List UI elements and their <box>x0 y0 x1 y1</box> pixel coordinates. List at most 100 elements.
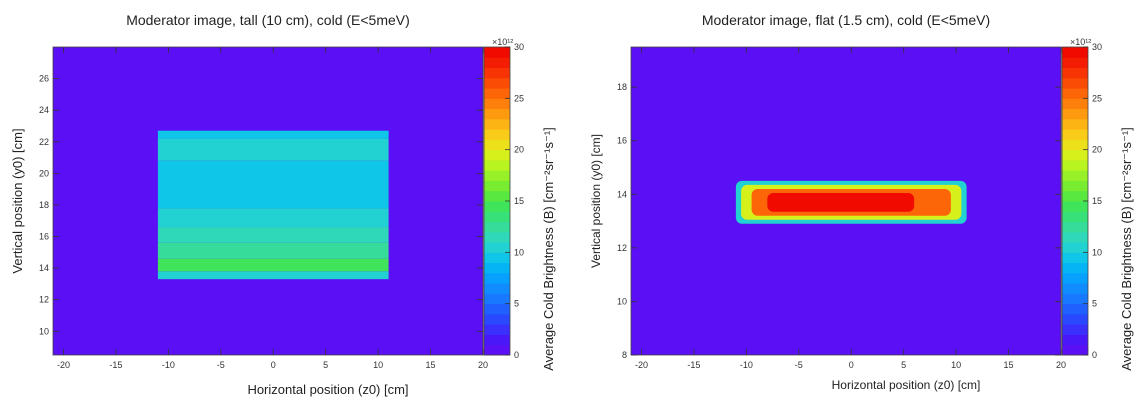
heatmap-layer-3 <box>767 192 915 212</box>
x-tick-label: 0 <box>271 360 276 370</box>
colorbar-segment <box>484 252 510 264</box>
colorbar-segment <box>484 221 510 233</box>
colorbar-segment <box>1062 57 1088 69</box>
colorbar-tick-label: 10 <box>1092 247 1102 257</box>
heatmap-band-0 <box>157 271 389 280</box>
colorbar-tick-label: 10 <box>514 247 524 257</box>
colorbar-tick-label: 25 <box>514 93 524 103</box>
y-tick-label: 16 <box>39 232 49 242</box>
chart-title: Moderator image, flat (1.5 cm), cold (E<… <box>702 12 990 28</box>
colorbar-segment <box>1062 201 1088 212</box>
colorbar-segment <box>484 77 510 89</box>
colorbar-tick-label: 20 <box>1092 145 1102 155</box>
y-axis-label: Vertical position (y0) [cm] <box>589 134 603 268</box>
colorbar-segment <box>1062 129 1088 140</box>
colorbar-tick-label: 5 <box>1092 299 1097 309</box>
colorbar-segment <box>484 272 510 284</box>
heatmap-band-5 <box>157 160 389 209</box>
colorbar-segment <box>484 159 510 171</box>
colorbar-segment <box>484 211 510 223</box>
y-tick-label: 12 <box>617 243 627 253</box>
colorbar-segment <box>484 129 510 140</box>
heatmap-band-1 <box>157 258 389 272</box>
colorbar-segment <box>484 344 510 356</box>
colorbar-segment <box>1062 324 1088 335</box>
y-tick-label: 24 <box>39 105 49 115</box>
colorbar-label: Average Cold Brightness (B) [cm⁻²sr⁻¹s⁻¹… <box>1119 127 1134 371</box>
colorbar-tick-label: 5 <box>514 299 519 309</box>
x-axis-ticks: -20 -15 -10 -5 0 5 10 15 20 <box>57 47 488 370</box>
colorbar-segment <box>484 108 510 120</box>
colorbar: 0 5 10 15 20 25 30 <box>483 42 524 360</box>
x-tick-label: -15 <box>687 360 700 370</box>
heatmap-band-4 <box>157 208 389 228</box>
colorbar-segment <box>1062 108 1088 120</box>
colorbar-exponent: ×10¹² <box>1070 37 1091 47</box>
colorbar-segment <box>1062 252 1088 264</box>
y-tick-label: 14 <box>617 189 627 199</box>
colorbar-segment <box>484 170 510 181</box>
y-tick-label: 20 <box>39 168 49 178</box>
x-tick-label: 15 <box>1004 360 1014 370</box>
colorbar-segment <box>484 180 510 192</box>
colorbar-segment <box>1062 180 1088 192</box>
colorbar-segment <box>484 47 510 58</box>
colorbar-segment <box>1062 170 1088 181</box>
colorbar-segment <box>484 88 510 99</box>
chart-tall-moderator: Moderator image, tall (10 cm), cold (E<5… <box>10 12 556 397</box>
colorbar-segment <box>1062 272 1088 284</box>
colorbar-segment <box>484 231 510 243</box>
colorbar-segment <box>1062 262 1088 274</box>
y-tick-label: 8 <box>622 350 627 360</box>
colorbar-segment <box>1062 139 1088 151</box>
heatmap-band-6 <box>157 138 389 161</box>
y-axis-ticks: 8 10 12 14 16 18 <box>617 82 1061 360</box>
colorbar-segment <box>1062 344 1088 356</box>
colorbar-tick-label: 15 <box>514 196 524 206</box>
colorbar-segment <box>1062 47 1088 58</box>
plot-area <box>630 46 1062 356</box>
colorbar-segment <box>484 57 510 69</box>
colorbar-segment <box>1062 283 1088 294</box>
colorbar-segment <box>1062 98 1088 110</box>
colorbar-segment <box>484 149 510 161</box>
colorbar-segment <box>1062 303 1088 315</box>
colorbar-segment <box>484 313 510 325</box>
heatmap-band-7 <box>157 130 389 139</box>
chart-flat-moderator: Moderator image, flat (1.5 cm), cold (E<… <box>589 12 1134 392</box>
x-tick-label: 20 <box>478 360 488 370</box>
colorbar-segment <box>484 262 510 274</box>
heatmap-band-3 <box>157 227 389 243</box>
x-tick-label: 5 <box>901 360 906 370</box>
colorbar-segment <box>1062 334 1088 346</box>
x-tick-label: -20 <box>635 360 648 370</box>
colorbar-tick-label: 30 <box>1092 42 1102 52</box>
colorbar-segment <box>484 324 510 335</box>
colorbar: 0 5 10 15 20 25 30 <box>1061 42 1102 360</box>
colorbar-tick-label: 15 <box>1092 196 1102 206</box>
colorbar-segment <box>484 118 510 130</box>
colorbar-segment <box>484 139 510 151</box>
colorbar-segment <box>1062 149 1088 161</box>
colorbar-segment <box>1062 118 1088 130</box>
x-axis-label: Horizontal position (z0) [cm] <box>247 382 408 397</box>
colorbar-segment <box>1062 293 1088 305</box>
y-tick-label: 10 <box>617 296 627 306</box>
colorbar-exponent: ×10¹² <box>492 37 513 47</box>
plot-frame <box>630 46 1062 356</box>
colorbar-segment <box>1062 231 1088 243</box>
x-tick-label: 0 <box>849 360 854 370</box>
x-axis-label: Horizontal position (z0) [cm] <box>832 378 981 392</box>
colorbar-segment <box>1062 88 1088 99</box>
colorbar-segment <box>484 293 510 305</box>
y-tick-label: 14 <box>39 263 49 273</box>
y-tick-label: 18 <box>617 82 627 92</box>
plot-frame <box>52 46 484 356</box>
y-tick-label: 16 <box>617 136 627 146</box>
x-tick-label: 10 <box>373 360 383 370</box>
colorbar-segment <box>1062 313 1088 325</box>
colorbar-segment <box>1062 159 1088 171</box>
y-axis-ticks: 10 12 14 16 18 20 22 24 26 <box>39 74 483 336</box>
colorbar-tick-label: 0 <box>1092 350 1097 360</box>
